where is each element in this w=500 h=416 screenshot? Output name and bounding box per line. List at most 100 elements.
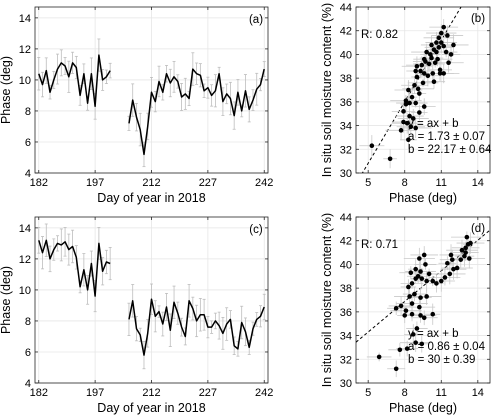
- data-point: [463, 245, 468, 251]
- panel-d: 5 8 11 14 30 32 34 36 38 40 42 44 Phase (deg) In situ…: [320, 212, 491, 415]
- data-point: [417, 304, 422, 310]
- data-point: [438, 30, 444, 36]
- data-point: [463, 250, 468, 255]
- y-tick-label: 44: [340, 2, 352, 14]
- data-point: [468, 240, 473, 246]
- data-point: [409, 281, 415, 286]
- data-point: [393, 306, 399, 311]
- x-tick-label: 5: [365, 387, 371, 399]
- data-point: [417, 256, 422, 261]
- y-tick-label: 40: [340, 259, 352, 271]
- x-tick-label: 242: [255, 387, 273, 399]
- x-tick-label: 14: [472, 387, 484, 399]
- x-tick-label: 11: [436, 387, 447, 399]
- y-tick-label: 36: [340, 97, 352, 109]
- data-point: [429, 55, 434, 61]
- data-point: [423, 262, 428, 267]
- data-point: [421, 315, 427, 321]
- plot-area: [37, 223, 266, 370]
- x-axis-label: Day of year in 2018: [97, 191, 205, 205]
- data-point: [428, 52, 433, 57]
- data-point: [431, 79, 437, 84]
- data-point: [448, 252, 454, 258]
- data-point: [441, 43, 447, 49]
- series-line-segment-2: [128, 298, 265, 356]
- y-tick-label: 38: [340, 283, 352, 295]
- data-point: [413, 340, 418, 345]
- data-point: [409, 311, 415, 317]
- x-axis-label: Phase (deg): [389, 191, 457, 205]
- data-point: [393, 366, 399, 372]
- data-point: [407, 113, 412, 119]
- data-point: [406, 87, 411, 93]
- x-axis-label: Day of year in 2018: [97, 401, 205, 415]
- data-point: [446, 60, 451, 66]
- panel-label: (a): [249, 14, 263, 26]
- fit-equation-line-1: y = ax + b: [408, 118, 459, 130]
- data-point: [458, 257, 464, 262]
- data-point: [459, 247, 465, 253]
- data-point: [424, 278, 429, 284]
- data-point: [426, 61, 432, 67]
- data-point: [441, 24, 447, 30]
- y-axis-label: Phase (deg): [0, 266, 13, 334]
- fit-equation-line-1: y = ax + b: [408, 328, 459, 340]
- x-tick-label: 227: [199, 177, 217, 189]
- x-tick-label: 212: [142, 177, 160, 189]
- data-point: [413, 68, 418, 74]
- data-point: [447, 271, 453, 277]
- y-tick-label: 10: [19, 285, 31, 297]
- panel-b: 5 8 11 14 30 32 34 36 38 40 42 44 Phase (deg) In situ…: [320, 2, 492, 205]
- data-point: [448, 52, 454, 57]
- data-point: [401, 119, 406, 125]
- x-tick-label: 11: [436, 177, 447, 189]
- data-point: [410, 116, 416, 121]
- fit-equation-line-2: a = 0.86 ± 0.04: [408, 341, 486, 353]
- y-axis-label: Phase (deg): [0, 56, 13, 124]
- data-point: [430, 71, 436, 76]
- data-point: [404, 346, 410, 351]
- panel-label: (d): [471, 223, 485, 235]
- data-point: [418, 68, 423, 74]
- y-tick-label: 38: [340, 73, 352, 85]
- data-point: [414, 63, 420, 69]
- y-tick-label: 10: [19, 75, 31, 87]
- data-point: [413, 125, 418, 131]
- y-axis-label: In situ soil moisture content (%): [320, 213, 334, 387]
- series-line-segment-1: [38, 239, 111, 297]
- panel-label: (b): [471, 13, 485, 25]
- data-point: [425, 73, 431, 79]
- x-tick-label: 227: [199, 387, 217, 399]
- correlation-label: R: 0.71: [361, 239, 398, 251]
- plot-area: [356, 229, 490, 378]
- plot-area: [37, 38, 266, 168]
- data-point: [442, 275, 448, 280]
- y-tick-label: 30: [340, 378, 352, 390]
- y-tick-label: 4: [25, 378, 31, 390]
- axes-frame: [355, 216, 491, 384]
- data-point: [424, 49, 429, 55]
- panel-a: 182 197 212 227 242 4 6 8 10 12 14 Day of year in 2…: [0, 6, 273, 205]
- y-tick-label: 14: [19, 223, 31, 235]
- data-point: [435, 56, 440, 62]
- y-axis-label: In situ soil moisture content (%): [320, 3, 334, 177]
- data-point: [397, 347, 403, 353]
- y-tick-label: 14: [19, 13, 31, 25]
- data-point: [414, 326, 420, 331]
- data-point: [417, 91, 422, 96]
- data-point: [413, 266, 418, 272]
- panel-label: (c): [249, 224, 263, 236]
- data-point: [418, 295, 423, 300]
- plot-area: [359, 7, 469, 173]
- data-point: [418, 313, 423, 318]
- x-tick-label: 8: [402, 177, 408, 189]
- correlation-label: R: 0.82: [361, 29, 398, 41]
- data-point: [445, 260, 450, 266]
- data-point: [419, 62, 425, 68]
- data-point: [421, 252, 427, 258]
- data-point: [449, 257, 455, 262]
- y-tick-label: 42: [340, 236, 352, 248]
- data-point: [387, 156, 393, 162]
- fit-equation-line-3: b = 30 ± 0.39: [408, 354, 475, 366]
